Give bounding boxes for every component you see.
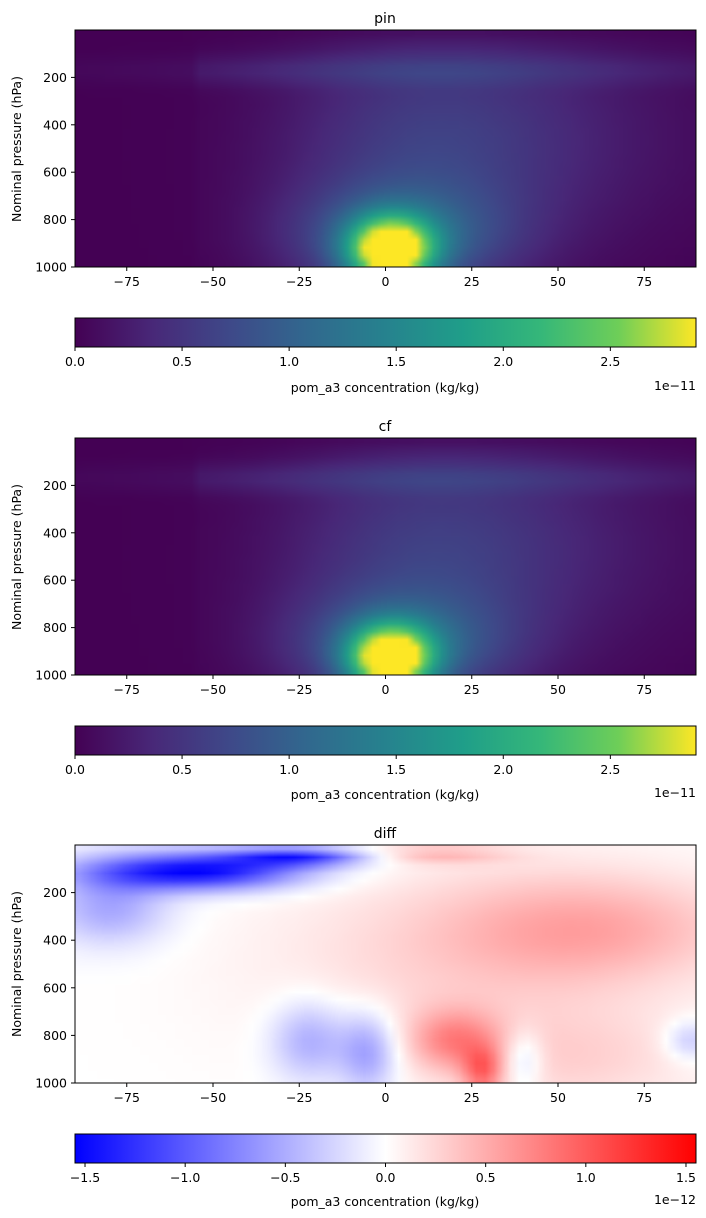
y-tick-label: 1000	[35, 668, 67, 683]
x-tick-label: 75	[636, 1090, 652, 1105]
x-tick-label: 25	[464, 1090, 480, 1105]
x-tick-label: 50	[550, 274, 566, 289]
x-axis: −75 −50 −25 0 25 50 75	[114, 1083, 652, 1105]
x-tick-label: 0	[382, 1090, 390, 1105]
x-axis: −75 −50 −25 0 25 50 75	[114, 267, 652, 289]
x-tick-label: 50	[550, 1090, 566, 1105]
panel-title: diff	[374, 826, 397, 842]
colorbar-tick-label: 1.0	[576, 1170, 596, 1185]
x-tick-label: 75	[636, 274, 652, 289]
colorbar-tick-label: 0.0	[65, 762, 85, 777]
colorbar-tick-label: 2.0	[493, 354, 513, 369]
y-tick-label: 600	[43, 165, 67, 180]
x-axis: −75 −50 −25 0 25 50 75	[114, 675, 652, 697]
colorbar-tick-label: 0.0	[65, 354, 85, 369]
y-axis: 200 400 600 800 1000	[35, 885, 75, 1091]
panel-cf: cf −75 −50 −25 0 25 50 75 200 400 600 800 1000 Nom…	[9, 419, 697, 802]
colorbar-tick-label: 1.5	[386, 354, 406, 369]
panel-title: pin	[374, 11, 396, 27]
y-tick-label: 400	[43, 933, 67, 948]
y-axis: 200 400 600 800 1000	[35, 478, 75, 683]
y-tick-label: 1000	[35, 260, 67, 275]
y-axis-label: Nominal pressure (hPa)	[9, 76, 24, 222]
colorbar-tick-label: 1.0	[279, 762, 299, 777]
colorbar-tick-label: 0.0	[376, 1170, 396, 1185]
panel-title: cf	[379, 419, 393, 435]
x-tick-label: −50	[200, 1090, 226, 1105]
panel-pin: pin −75 −50 −25 0 25 50 75 200 400 600 800 1000 No…	[9, 11, 697, 395]
heatmap-image	[75, 30, 696, 267]
colorbar	[74, 725, 697, 756]
x-tick-label: 0	[382, 682, 390, 697]
colorbar-tick-label: 2.5	[600, 762, 620, 777]
colorbar-offset-text: 1e−11	[654, 378, 696, 393]
y-tick-label: 400	[43, 525, 67, 540]
colorbar-offset-text: 1e−12	[654, 1192, 696, 1207]
colorbar-tick-label: 0.5	[476, 1170, 496, 1185]
y-tick-label: 400	[43, 117, 67, 132]
colorbar-label: pom_a3 concentration (kg/kg)	[291, 1194, 479, 1209]
x-tick-label: −25	[286, 274, 312, 289]
colorbar-tick-label: 0.5	[172, 762, 192, 777]
y-tick-label: 800	[43, 212, 67, 227]
colorbar-tick-label: −1.0	[170, 1170, 200, 1185]
colorbar-tick-label: −0.5	[270, 1170, 300, 1185]
y-tick-label: 800	[43, 620, 67, 635]
x-tick-label: −50	[200, 682, 226, 697]
heatmap-image	[75, 845, 696, 1083]
y-tick-label: 200	[43, 70, 67, 85]
colorbar-tick-label: 1.0	[279, 354, 299, 369]
y-axis-label: Nominal pressure (hPa)	[9, 891, 24, 1037]
x-tick-label: 50	[550, 682, 566, 697]
x-tick-label: −25	[286, 1090, 312, 1105]
x-tick-label: 75	[636, 682, 652, 697]
y-tick-label: 600	[43, 980, 67, 995]
colorbar-tick-label: 0.5	[172, 354, 192, 369]
colorbar-tick-label: 1.5	[676, 1170, 696, 1185]
colorbar-tick-label: 2.0	[493, 762, 513, 777]
x-tick-label: 0	[382, 274, 390, 289]
colorbar	[74, 1133, 697, 1164]
colorbar-label: pom_a3 concentration (kg/kg)	[291, 380, 479, 395]
x-tick-label: −50	[200, 274, 226, 289]
colorbar-tick-label: −1.5	[70, 1170, 100, 1185]
colorbar-tick-label: 1.5	[386, 762, 406, 777]
x-tick-label: −75	[114, 1090, 140, 1105]
y-tick-label: 200	[43, 885, 67, 900]
colorbar-label: pom_a3 concentration (kg/kg)	[291, 787, 479, 802]
y-tick-label: 600	[43, 573, 67, 588]
colorbar	[74, 317, 697, 348]
x-tick-label: −75	[114, 682, 140, 697]
x-tick-label: 25	[464, 274, 480, 289]
y-tick-label: 800	[43, 1028, 67, 1043]
x-tick-label: 25	[464, 682, 480, 697]
y-axis-label: Nominal pressure (hPa)	[9, 484, 24, 630]
x-tick-label: −75	[114, 274, 140, 289]
colorbar-axis: 0.0 0.5 1.0 1.5 2.0 2.5	[65, 347, 620, 369]
colorbar-tick-label: 2.5	[600, 354, 620, 369]
y-axis: 200 400 600 800 1000	[35, 70, 75, 275]
y-tick-label: 200	[43, 478, 67, 493]
colorbar-axis: −1.5 −1.0 −0.5 0.0 0.5 1.0 1.5	[70, 1163, 696, 1185]
y-tick-label: 1000	[35, 1076, 67, 1091]
colorbar-offset-text: 1e−11	[654, 785, 696, 800]
colorbar-axis: 0.0 0.5 1.0 1.5 2.0 2.5	[65, 755, 620, 777]
panel-diff: diff −75 −50 −25 0 25 50 75 200 400 600 800 1000 N…	[9, 826, 697, 1209]
x-tick-label: −25	[286, 682, 312, 697]
heatmap-image	[75, 438, 696, 675]
